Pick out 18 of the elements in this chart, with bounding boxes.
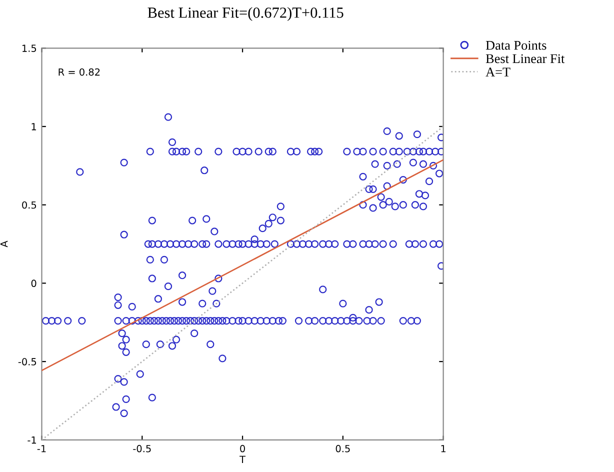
x-tick-label: 0 xyxy=(240,444,245,452)
legend-label: A=T xyxy=(486,68,510,76)
y-tick-label: -1 xyxy=(28,436,36,444)
y-tick-label: -0.5 xyxy=(18,358,36,366)
x-tick-label: -0.5 xyxy=(133,444,151,452)
y-tick-label: 0.5 xyxy=(22,201,36,209)
y-tick-label: 1 xyxy=(32,123,36,130)
x-axis-title: T xyxy=(240,456,246,463)
x-tick-label: 1 xyxy=(441,445,446,452)
annotation: R = 0.82 xyxy=(58,68,100,76)
chart-title: Best Linear Fit=(0.672)T+0.115 xyxy=(148,7,344,21)
y-tick-label: 1.5 xyxy=(22,44,36,52)
legend-label: Best Linear Fit xyxy=(486,54,565,64)
legend-label: Data Points xyxy=(486,40,546,50)
x-tick-label: 0.5 xyxy=(336,444,350,452)
x-tick-label: -1 xyxy=(37,445,46,452)
y-tick-label: 0 xyxy=(31,280,36,288)
y-axis-title: A xyxy=(0,240,8,248)
